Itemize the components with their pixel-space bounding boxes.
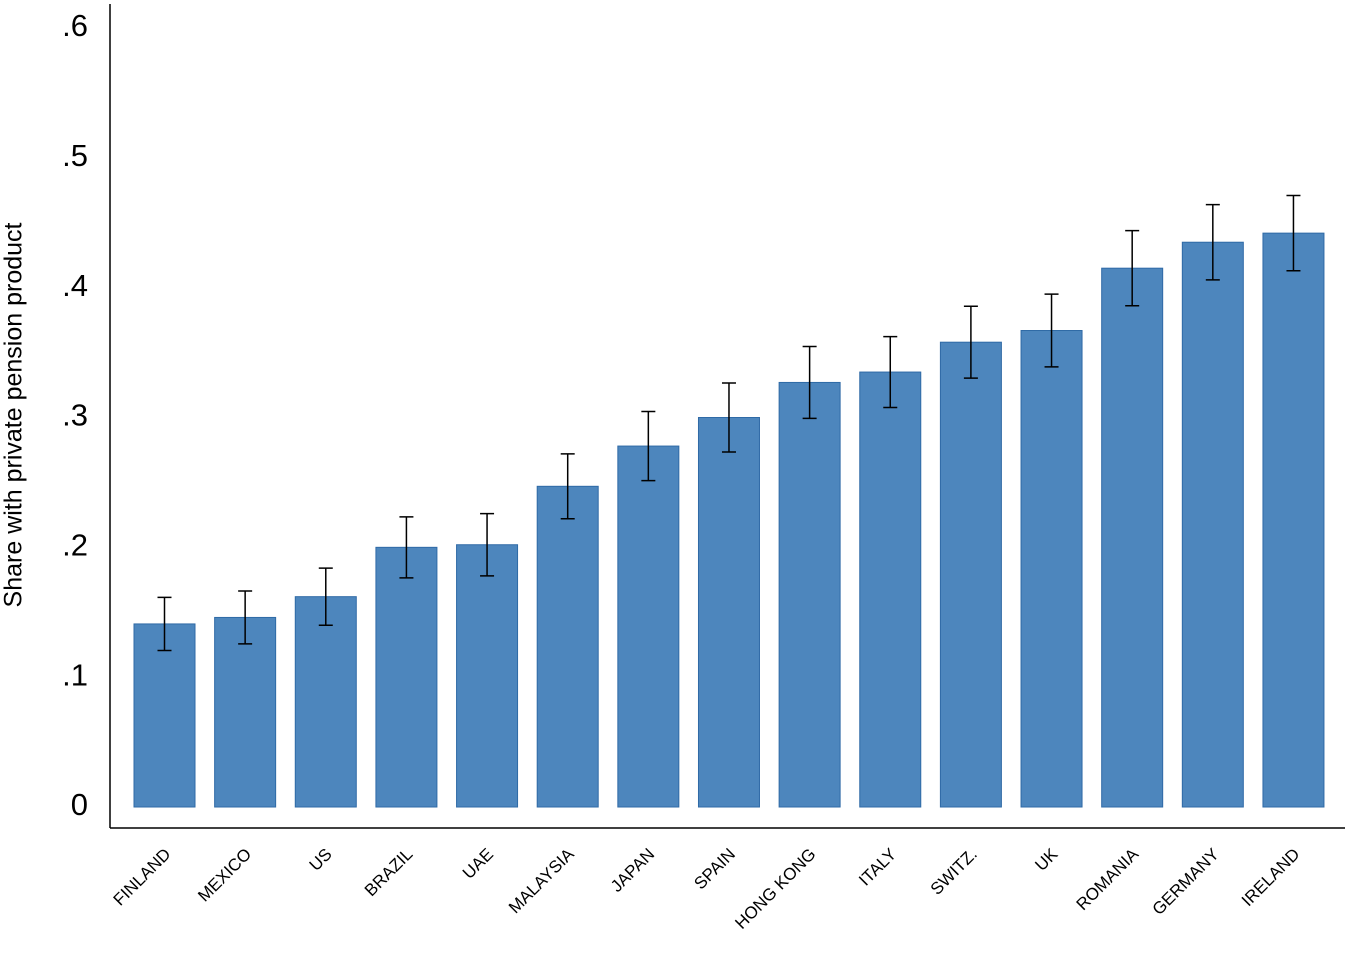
bar: [133, 623, 196, 808]
error-bar: [1286, 194, 1301, 272]
error-bar: [883, 335, 898, 409]
bar: [1181, 241, 1244, 808]
error-bar: [238, 590, 253, 645]
x-tick-label: IRELAND: [1238, 845, 1304, 911]
x-tick-label: MEXICO: [194, 845, 255, 906]
y-tick-label: .4: [62, 268, 88, 303]
x-tick-label: FINLAND: [110, 845, 175, 910]
bar: [214, 616, 277, 808]
x-tick-label: UAE: [459, 845, 497, 883]
error-bar: [399, 516, 414, 579]
error-bar: [802, 345, 817, 420]
x-tick-label: SWITZ.: [927, 845, 981, 899]
y-tick-label: .1: [62, 657, 88, 692]
x-tick-label: GERMANY: [1149, 845, 1223, 919]
error-bar: [641, 410, 656, 482]
error-bar: [1044, 293, 1059, 368]
bar: [1262, 232, 1325, 808]
x-tick-label: ROMANIA: [1073, 844, 1143, 914]
x-tick-label: MALAYSIA: [505, 844, 578, 917]
bar: [456, 544, 519, 808]
bar: [1020, 330, 1083, 808]
error-bar: [1125, 229, 1140, 307]
bar: [697, 417, 760, 808]
bar: [536, 485, 599, 808]
bar: [294, 596, 357, 808]
x-tick-label: UK: [1031, 844, 1062, 875]
bar: [1101, 267, 1164, 808]
x-tick-label: BRAZIL: [361, 845, 417, 901]
error-bar: [157, 596, 172, 652]
y-tick-label: .2: [62, 528, 88, 563]
x-tick-label: SPAIN: [690, 845, 739, 894]
x-tick-label: HONG KONG: [731, 845, 819, 933]
bar: [859, 371, 922, 808]
error-bar: [480, 512, 495, 577]
error-bar: [963, 305, 978, 379]
error-bar: [1205, 203, 1220, 281]
bar: [375, 546, 438, 808]
error-bar: [560, 453, 575, 520]
error-bar: [318, 567, 333, 626]
bar: [617, 445, 680, 808]
bar: [939, 341, 1002, 808]
x-tick-label: ITALY: [855, 845, 900, 890]
y-tick-label: .3: [62, 398, 88, 433]
bar: [778, 381, 841, 808]
x-tick-label: JAPAN: [607, 845, 658, 896]
error-bar: [721, 382, 736, 453]
y-tick-label: 0: [71, 787, 88, 822]
x-tick-label: US: [306, 845, 336, 875]
y-tick-label: .5: [62, 138, 88, 173]
y-axis-label: Share with private pension product: [0, 222, 28, 607]
y-tick-label: .6: [62, 8, 88, 43]
